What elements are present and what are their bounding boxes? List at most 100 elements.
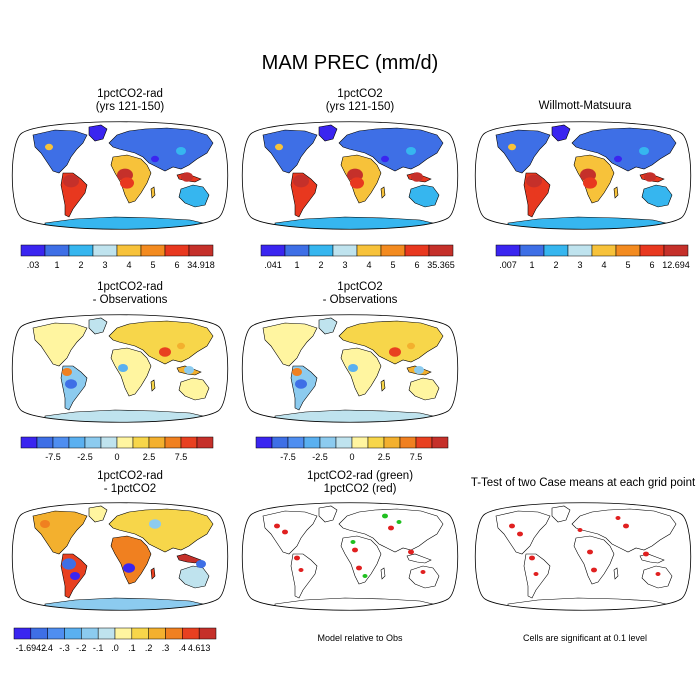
map-region (292, 368, 302, 376)
continent-eurasia (571, 508, 677, 553)
map-region (149, 519, 161, 529)
colorbar-label: .3 (162, 643, 170, 653)
map-region (45, 143, 53, 151)
map-region (408, 549, 414, 555)
panel-6-title-line2: - 1pctCO2 (103, 483, 157, 495)
continent-eurasia (108, 320, 214, 365)
map-region (533, 572, 539, 576)
colorbar-swatch (92, 244, 118, 257)
map-region (62, 368, 72, 376)
colorbar-swatch (335, 436, 353, 449)
continent-samerica (290, 553, 318, 599)
colorbar-swatch (164, 244, 190, 257)
colorbar-label: .4 (179, 643, 187, 653)
colorbar-swatch (81, 627, 99, 640)
panel-5-title-line1: 1pctCO2 (337, 281, 383, 293)
colorbar-5: -7.5 -2.5 0 2.5 7.5 (252, 436, 452, 464)
continent-australia (408, 377, 440, 401)
colorbar-1: .03 1 2 3 4 5 6 34.918 (17, 244, 217, 272)
map-region (420, 570, 426, 574)
map-region (583, 177, 597, 189)
colorbar-swatch (567, 244, 593, 257)
map-region (591, 567, 597, 573)
map-region (294, 555, 300, 561)
panel-5-map (241, 314, 459, 423)
colorbar-label: 5 (625, 260, 630, 270)
panel-4-title-line1: 1pctCO2-rad (97, 281, 163, 293)
map-region (517, 531, 523, 537)
colorbar-swatch (182, 627, 200, 640)
continent-indonesia (406, 553, 432, 564)
map-border (11, 314, 229, 423)
map-region (406, 147, 416, 155)
map-region (159, 347, 171, 357)
continent-eurasia (108, 127, 214, 172)
map-region (298, 568, 304, 572)
colorbar-swatch (260, 244, 286, 257)
continent-greenland (551, 124, 571, 142)
colorbar-label: -.4 (42, 643, 53, 653)
colorbar-label: 2 (318, 260, 323, 270)
map-region (362, 574, 368, 578)
colorbar-label: 1 (54, 260, 59, 270)
panel-4-map (11, 314, 229, 423)
map-region (70, 572, 80, 580)
colorbar-label: -7.5 (45, 452, 61, 462)
colorbar-swatch (148, 436, 166, 449)
colorbar-label: 3 (577, 260, 582, 270)
map-region (381, 155, 389, 163)
colorbar-swatch (431, 436, 449, 449)
colorbar-swatch (591, 244, 617, 257)
panel-6-map (11, 502, 229, 611)
colorbar-swatch (20, 436, 38, 449)
colorbar-swatch (639, 244, 665, 257)
colorbar-swatch (116, 244, 142, 257)
colorbar-swatch (415, 436, 433, 449)
map-region (184, 366, 194, 374)
colorbar-label: 1 (529, 260, 534, 270)
continent-australia (641, 184, 673, 208)
continent-africa (110, 535, 152, 585)
map-region (382, 513, 388, 519)
colorbar-swatch (332, 244, 358, 257)
colorbar-label: .2 (145, 643, 153, 653)
map-region (123, 563, 135, 573)
colorbar-label: -.2 (76, 643, 87, 653)
map-region (65, 379, 77, 389)
map-region (534, 188, 546, 198)
colorbar-2: .041 1 2 3 4 5 6 35.365 (257, 244, 457, 272)
map-region (509, 523, 515, 529)
continent-samerica (523, 553, 551, 599)
map-border (241, 502, 459, 611)
colorbar-swatch (356, 244, 382, 257)
colorbar-6: -1.6942 -.4 -.3 -.2 -.1 .0 .1 .2 .3 .4 4.613 (10, 627, 220, 655)
colorbar-swatch (319, 436, 337, 449)
colorbar-label: 6 (414, 260, 419, 270)
continent-greenland (551, 505, 571, 523)
map-region (177, 342, 185, 350)
colorbar-label: 4 (126, 260, 131, 270)
continent-australia (178, 377, 210, 401)
colorbar-swatch (615, 244, 641, 257)
panel-3-title-line1: Willmott-Matsuura (538, 100, 632, 112)
panel-8-title: T-Test of two Case means at each grid po… (463, 477, 700, 490)
continent-africa (340, 347, 382, 397)
continent-australia (408, 184, 440, 208)
continent-madagascar (613, 186, 619, 199)
colorbar-swatch (367, 436, 385, 449)
panel-4-title-line2: - Observations (92, 294, 168, 306)
colorbar-label: -7.5 (280, 452, 296, 462)
colorbar-swatch (399, 436, 417, 449)
colorbar-swatch (97, 627, 116, 640)
continent-madagascar (380, 567, 386, 580)
continent-greenland (88, 317, 108, 335)
colorbar-label: 6 (649, 260, 654, 270)
colorbar-label: 4.613 (188, 643, 211, 653)
continent-greenland (318, 505, 338, 523)
colorbar-swatch (47, 627, 65, 640)
colorbar-swatch (140, 244, 166, 257)
map-region (644, 172, 656, 182)
colorbar-label: -2.5 (77, 452, 93, 462)
map-region (151, 155, 159, 163)
colorbar-label: 6 (174, 260, 179, 270)
